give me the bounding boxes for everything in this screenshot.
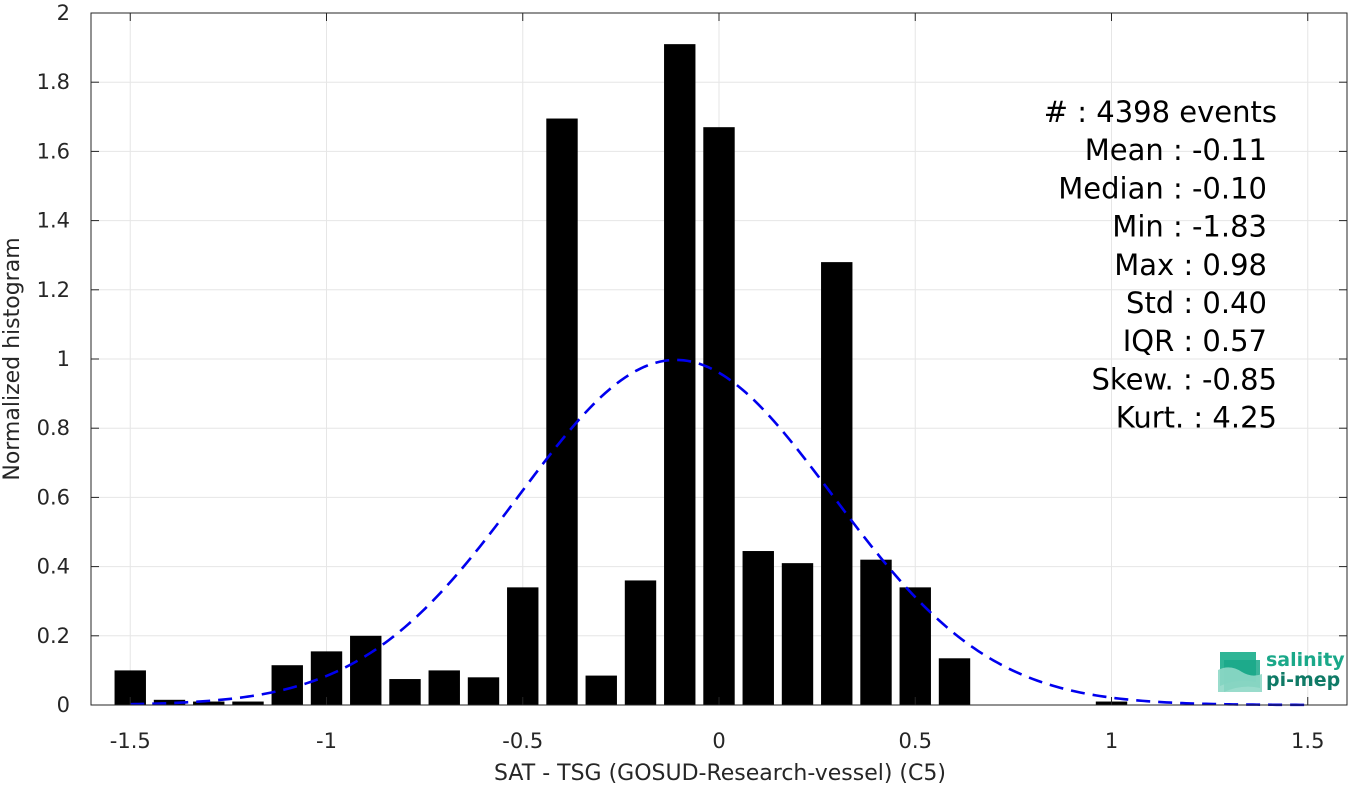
x-tick-label: 1 [1105, 729, 1118, 753]
y-axis-label: Normalized histogram [0, 237, 25, 480]
histogram-bar [821, 262, 853, 705]
stats-line: Skew. : -0.85 [1091, 362, 1277, 396]
y-tick-label: 1 [57, 347, 70, 371]
x-tick-label: 0 [712, 729, 725, 753]
histogram-bar [742, 551, 774, 705]
stats-annotation: # : 4398 events Mean : -0.11 Median : -0.1… [1044, 95, 1277, 435]
x-tick-label: -1 [316, 729, 337, 753]
x-tick-labels: -1.5 -1 -0.5 0 0.5 1 1.5 [110, 729, 1325, 753]
logo-line2: pi-mep [1266, 669, 1340, 691]
histogram-bar [428, 670, 460, 705]
x-tick-label: -0.5 [502, 729, 543, 753]
salinity-pi-mep-logo: salinity pi-mep [1218, 649, 1345, 692]
histogram-bar [193, 701, 225, 705]
normal-fit-curve [130, 358, 1308, 707]
histogram-bar [899, 587, 931, 705]
histogram-bar [310, 651, 343, 705]
histogram-bar [860, 559, 892, 705]
stats-line: IQR : 0.57 [1123, 324, 1267, 358]
y-tick-label: 2 [57, 1, 70, 25]
histogram-bar [664, 44, 696, 705]
stats-line: Mean : -0.11 [1085, 133, 1267, 167]
y-tick-label: 1.8 [37, 70, 70, 94]
y-tick-label: 0.8 [37, 416, 70, 440]
logo-wave-icon [1218, 652, 1262, 692]
histogram-bar [781, 563, 814, 705]
histogram-bar [546, 118, 578, 705]
histogram-bar [507, 587, 539, 705]
histogram-bar [389, 679, 421, 705]
histogram-bar [938, 658, 971, 705]
histogram-bar [703, 127, 735, 706]
stats-line: Std : 0.40 [1126, 286, 1267, 320]
y-tick-label: 0.4 [37, 555, 70, 579]
logo-line1: salinity [1266, 649, 1345, 671]
y-tick-label: 1.4 [37, 209, 70, 233]
x-tick-label: -1.5 [110, 729, 151, 753]
histogram-bar [153, 699, 186, 705]
y-tick-label: 1.2 [37, 278, 70, 302]
stats-line: Median : -0.10 [1058, 171, 1267, 205]
stats-line: # : 4398 events [1044, 95, 1277, 129]
y-tick-label: 0.6 [37, 485, 70, 509]
y-tick-label: 1.6 [37, 139, 70, 163]
x-axis-label: SAT - TSG (GOSUD-Research-vessel) (C5) [494, 761, 946, 785]
y-tick-labels: 0 0.2 0.4 0.6 0.8 1 1.2 1.4 1.6 1.8 2 [37, 1, 70, 717]
histogram-bar [232, 701, 264, 705]
y-tick-label: 0 [57, 693, 70, 717]
stats-line: Max : 0.98 [1114, 248, 1267, 282]
y-tick-label: 0.2 [37, 624, 70, 648]
histogram-bar [624, 580, 657, 705]
histogram-bar [271, 665, 303, 705]
histogram-bars [114, 44, 1128, 706]
histogram-bar [350, 635, 382, 705]
stats-line: Min : -1.83 [1112, 210, 1267, 244]
x-tick-label: 1.5 [1291, 729, 1324, 753]
axis-ticks [91, 12, 1347, 706]
x-tick-label: 0.5 [899, 729, 932, 753]
histogram-bar [585, 675, 617, 705]
histogram-bar [467, 677, 500, 705]
stats-line: Kurt. : 4.25 [1116, 401, 1277, 435]
